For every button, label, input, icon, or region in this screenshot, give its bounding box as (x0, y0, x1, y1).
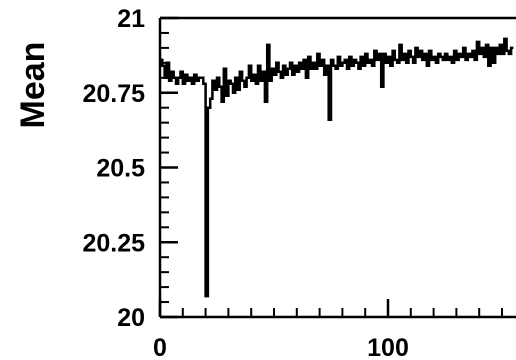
data-bins (160, 38, 513, 297)
y-ticks (160, 16, 178, 319)
y-axis-title: Mean (14, 42, 52, 129)
x-tick-label: 0 (153, 334, 167, 360)
x-tick-label: 100 (367, 334, 409, 360)
y-tick-label: 21 (117, 5, 145, 33)
y-tick-labels: 20 20.25 20.5 20.75 21 (82, 5, 145, 332)
series-line (160, 37, 514, 298)
x-ticks (158, 299, 390, 317)
y-tick-label: 20 (117, 304, 145, 332)
y-tick-label: 20.75 (82, 80, 145, 108)
y-tick-label: 20.25 (82, 229, 145, 257)
y-tick-label: 20.5 (96, 155, 145, 183)
x-tick-labels: 0 100 (153, 334, 409, 360)
